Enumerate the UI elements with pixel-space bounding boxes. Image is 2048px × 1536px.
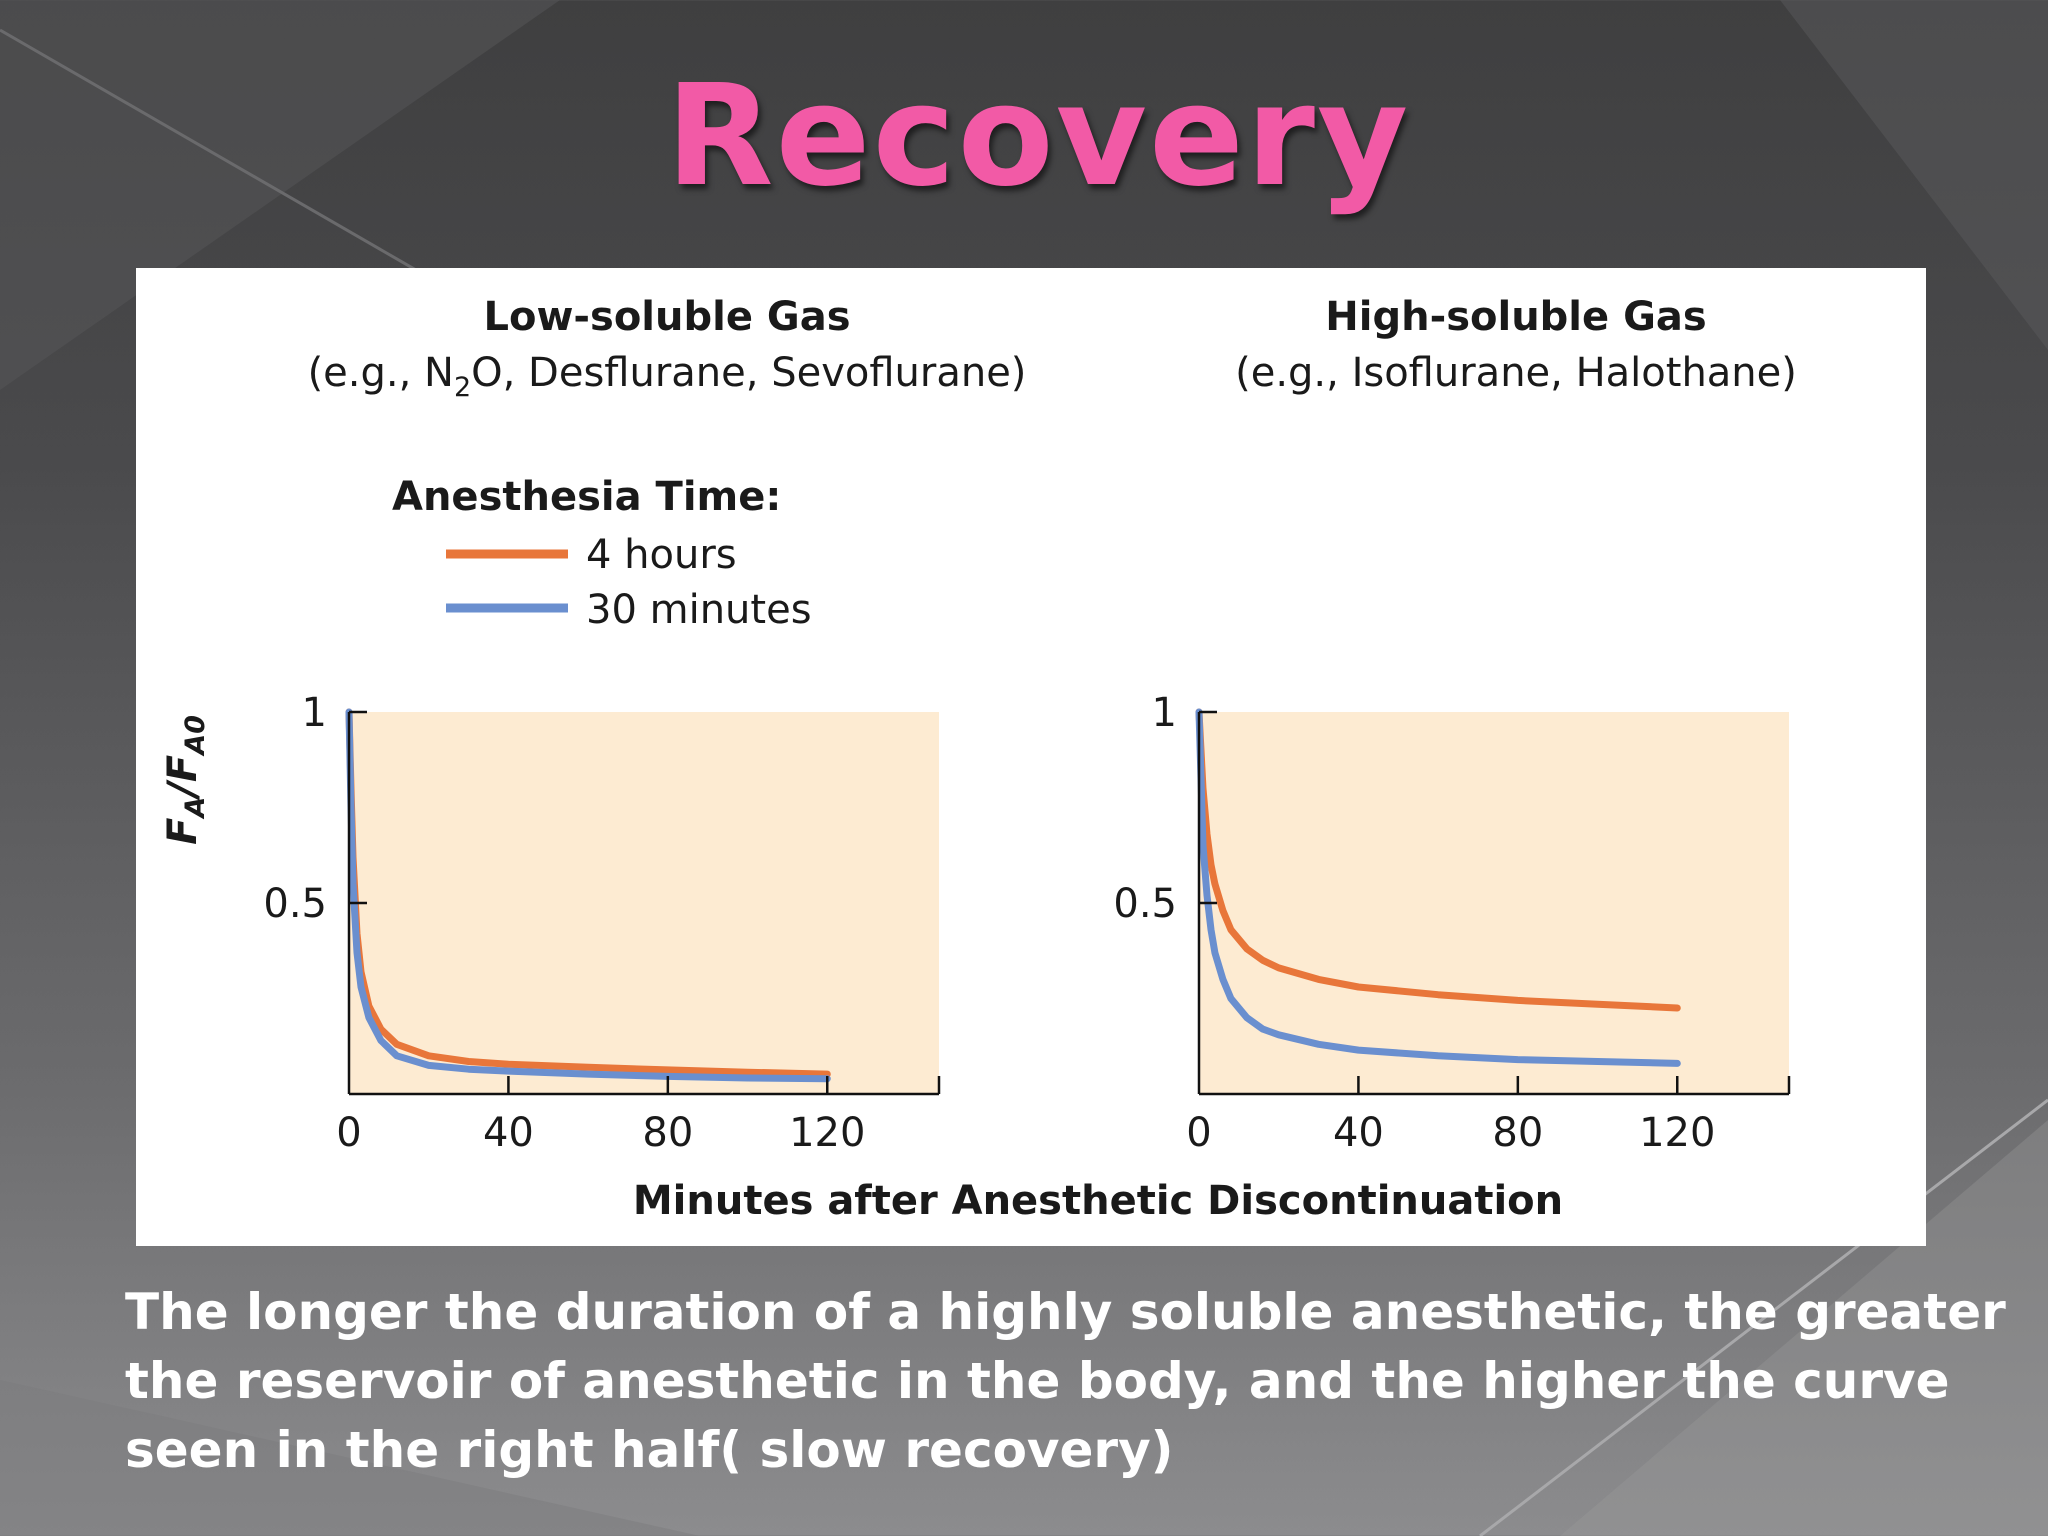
series-4-hours-right [1195,708,1681,1012]
plot-area-right [1199,712,1789,1094]
x-tick-label-right: 0 [1186,1110,1211,1156]
y-tick-label-right: 1 [1152,690,1177,736]
x-tick-label-right: 40 [1333,1110,1384,1156]
caption-line: The longer the duration of a highly solu… [125,1283,2006,1341]
x-tick-label-right: 120 [1639,1110,1715,1156]
figure-panel: Low-soluble Gas (e.g., N2O, Desflurane, … [136,268,1926,1246]
legend-title: Anesthesia Time: [392,474,781,520]
plot-area-left [349,712,939,1094]
y-tick-label-left: 0.5 [263,881,327,927]
legend: Anesthesia Time: 4 hours 30 minutes [392,474,812,633]
y-axis-label: FA/FA0 [160,715,211,845]
panel-right-subtitle: (e.g., Isoflurane, Halothane) [1235,350,1797,396]
x-tick-label-left: 120 [789,1110,865,1156]
panel-right-title: High-soluble Gas [1325,294,1706,340]
panel-left-title: Low-soluble Gas [483,294,850,340]
panel-left: 0 40 80 120 0.5 1 [263,690,941,1156]
y-tick-label-left: 1 [302,690,327,736]
x-axis-label: Minutes after Anesthetic Discontinuation [633,1178,1563,1224]
panel-right: 0 40 80 120 0.5 1 [1113,690,1791,1156]
recovery-chart: Low-soluble Gas (e.g., N2O, Desflurane, … [160,294,1797,1224]
slide-caption: The longer the duration of a highly solu… [125,1278,2006,1485]
x-tick-label-right: 80 [1492,1110,1543,1156]
series-30-minutes-right [1195,708,1681,1067]
legend-label-30-minutes: 30 minutes [586,587,812,633]
x-tick-label-left: 0 [336,1110,361,1156]
x-tick-label-left: 40 [483,1110,534,1156]
caption-line: seen in the right half( slow recovery) [125,1421,1174,1479]
y-tick-label-right: 0.5 [1113,881,1177,927]
caption-line: the reservoir of anesthetic in the body,… [125,1352,1950,1410]
x-tick-label-left: 80 [642,1110,693,1156]
series-30-minutes-left [345,708,831,1083]
slide-title: Recovery [665,55,1411,218]
legend-label-4-hours: 4 hours [586,532,737,578]
panel-left-subtitle: (e.g., N2O, Desflurane, Sevoflurane) [308,350,1027,403]
